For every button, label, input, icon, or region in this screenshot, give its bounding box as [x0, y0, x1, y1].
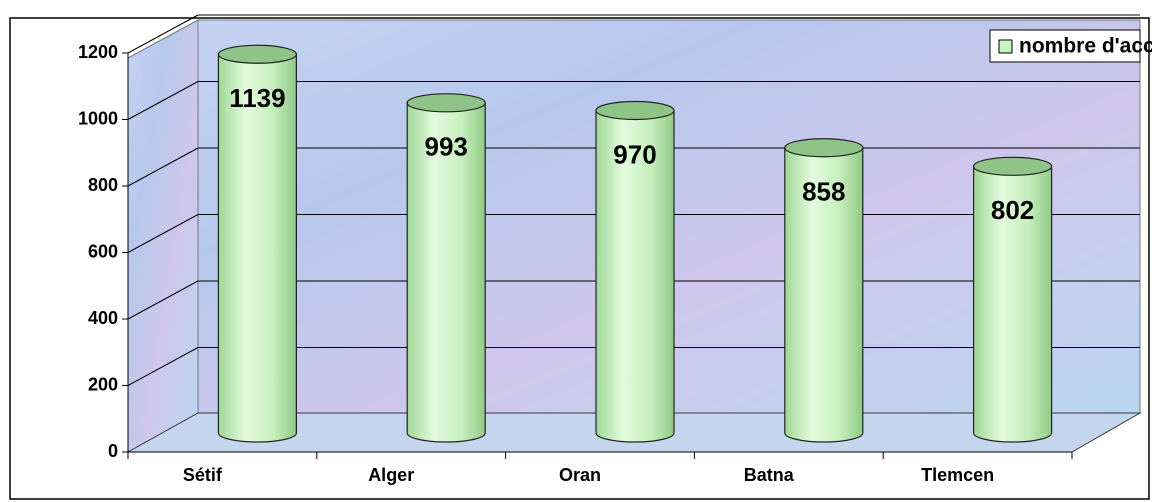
y-tick-label: 0: [108, 441, 118, 461]
cylinder: [784, 147, 864, 443]
side-wall: [127, 19, 199, 453]
cylinder-top: [595, 100, 675, 121]
x-tick-label: Batna: [744, 465, 795, 485]
x-tick-label: Alger: [368, 465, 414, 485]
cylinder-top: [972, 156, 1053, 176]
data-label: 993: [425, 132, 468, 162]
cylinder-top: [217, 44, 297, 64]
x-tick-label: Sétif: [183, 465, 223, 485]
x-tick-label: Oran: [559, 465, 601, 485]
grid-line: [127, 280, 199, 320]
y-tick-label: 400: [88, 308, 118, 328]
grid-line: [127, 81, 199, 120]
y-tick-label: 1000: [78, 108, 118, 128]
grid-line: [127, 14, 199, 54]
cylinder: [973, 165, 1053, 443]
x-tick-label: Tlemcen: [921, 465, 994, 485]
cylinder: [217, 53, 297, 443]
y-tick-label: 1200: [78, 42, 118, 62]
grid-line: [127, 214, 199, 253]
grid-line: [127, 347, 199, 386]
grid-line: [127, 147, 199, 187]
legend-swatch: [998, 39, 1013, 54]
cylinder: [595, 109, 675, 443]
y-tick-label: 200: [88, 374, 118, 394]
legend-label: nombre d'accidents: [1019, 35, 1152, 58]
y-tick-label: 800: [88, 175, 118, 195]
cylinder-top: [406, 93, 486, 113]
data-label: 858: [802, 177, 845, 207]
cylinder: [406, 102, 486, 443]
y-tick-label: 600: [88, 241, 118, 261]
legend-box: [989, 29, 1141, 63]
data-label: 970: [613, 139, 656, 169]
cylinder-top: [784, 138, 864, 158]
data-label: 802: [991, 195, 1034, 225]
data-label: 1139: [229, 83, 285, 113]
